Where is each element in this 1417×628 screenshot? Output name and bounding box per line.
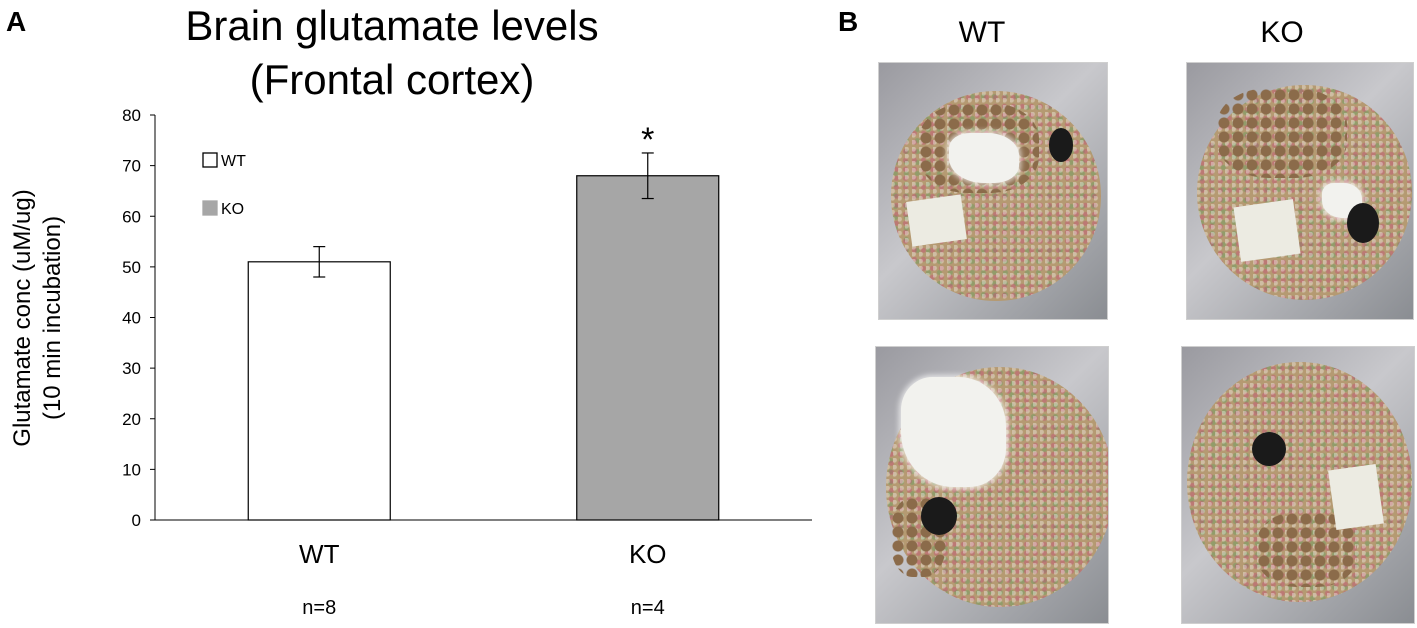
photo-column-label-wt: WT bbox=[958, 16, 1006, 49]
significance-marker: * bbox=[641, 121, 654, 159]
nestlet-square bbox=[906, 194, 967, 247]
panel-a-letter: A bbox=[6, 6, 27, 37]
y-axis-label: (10 min incubation) bbox=[39, 216, 66, 420]
y-tick-label: 50 bbox=[122, 258, 141, 277]
photo-wt-bottom bbox=[875, 346, 1109, 624]
y-tick-label: 40 bbox=[122, 309, 141, 328]
panel-b-letter: B bbox=[838, 6, 859, 37]
chart-title-line: (Frontal cortex) bbox=[250, 56, 535, 103]
x-tick-label: KO bbox=[629, 539, 667, 569]
y-tick-label: 10 bbox=[122, 460, 141, 479]
chart-title-line: Brain glutamate levels bbox=[185, 2, 598, 49]
photo-ko-bottom bbox=[1181, 346, 1415, 624]
nestlet-square bbox=[1328, 463, 1384, 531]
photo-wt-top bbox=[878, 62, 1108, 320]
sample-size-label: n=8 bbox=[302, 597, 336, 619]
y-tick-label: 0 bbox=[132, 511, 141, 530]
photo-column-label-ko: KO bbox=[1260, 16, 1304, 49]
y-tick-label: 70 bbox=[122, 157, 141, 176]
y-tick-label: 30 bbox=[122, 359, 141, 378]
bar-chart: Brain glutamate levels (Frontal cortex) G… bbox=[9, 2, 812, 619]
nestlet-square bbox=[1233, 199, 1301, 262]
nest-material bbox=[901, 377, 1006, 487]
food-pellets bbox=[1217, 88, 1347, 178]
legend-swatch bbox=[202, 152, 218, 168]
photo-ko-top bbox=[1186, 62, 1414, 320]
mouse bbox=[921, 497, 957, 535]
bar-wt bbox=[247, 261, 391, 521]
legend-label: WT bbox=[221, 153, 246, 170]
y-tick-label: 20 bbox=[122, 410, 141, 429]
y-tick-label: 60 bbox=[122, 207, 141, 226]
bar-ko bbox=[576, 175, 720, 521]
nest-material bbox=[949, 133, 1019, 183]
y-axis-label: Glutamate conc (uM/ug) bbox=[9, 189, 36, 446]
y-tick-label: 80 bbox=[122, 106, 141, 125]
legend-swatch bbox=[202, 200, 218, 216]
mouse bbox=[1049, 128, 1073, 162]
x-tick-label: WT bbox=[299, 539, 340, 569]
mouse bbox=[1252, 432, 1286, 466]
legend-label: KO bbox=[221, 201, 244, 218]
mouse bbox=[1347, 203, 1379, 243]
sample-size-label: n=4 bbox=[631, 597, 665, 619]
